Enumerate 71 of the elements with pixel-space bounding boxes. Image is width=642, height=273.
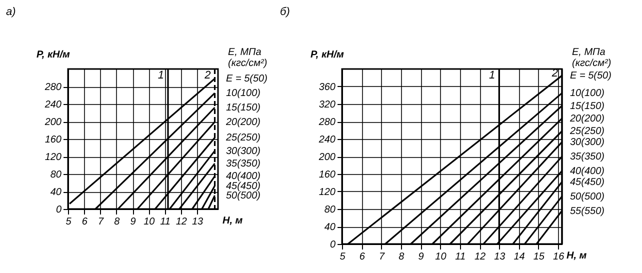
- series-label: 25(250): [225, 132, 260, 144]
- x-tick-label: 14: [514, 252, 526, 262]
- y-axis-title: P, кН/м: [36, 50, 71, 60]
- x-tick-label: 8: [398, 252, 405, 262]
- series-label: 50(500): [570, 191, 604, 202]
- y-tick-label: 160: [44, 134, 62, 146]
- series-label: 30(300): [226, 146, 260, 157]
- annotation: 1: [489, 70, 496, 82]
- x-tick-label: 11: [160, 216, 170, 228]
- x-tick-label: 5: [66, 216, 72, 228]
- y-tick-label: 40: [50, 187, 62, 198]
- y-tick-label: 120: [44, 152, 62, 163]
- series-label: 10(100): [570, 88, 604, 100]
- series-label: 15(150): [226, 102, 260, 114]
- x-tick-label: 11: [455, 252, 466, 262]
- y-tick-label: 80: [324, 204, 336, 216]
- series-label: 50(500): [226, 190, 260, 202]
- x-tick-label: 5: [340, 252, 346, 262]
- x-tick-label: 16: [553, 252, 565, 262]
- x-tick-label: 7: [379, 252, 386, 262]
- y-tick-label: 280: [44, 82, 62, 93]
- series-label: 55(550): [570, 206, 604, 217]
- annotation: 1: [158, 70, 164, 82]
- chart-title: а): [6, 6, 16, 18]
- x-tick-label: 6: [359, 252, 366, 262]
- series-label: 10(100): [226, 88, 260, 100]
- y-tick-label: 120: [318, 187, 336, 198]
- x-tick-label: 10: [435, 252, 447, 262]
- series-label: 35(350): [570, 152, 604, 162]
- legend-title: E, МПа (кгс/см²): [228, 47, 268, 69]
- x-tick-label: 9: [418, 252, 424, 262]
- y-tick-label: 200: [44, 117, 62, 128]
- y-tick-label: 280: [318, 117, 336, 128]
- x-tick-label: 13: [494, 252, 506, 262]
- series-label: E = 5(50): [226, 74, 268, 85]
- series-label: 45(450): [226, 180, 260, 192]
- series-label: 35(350): [226, 158, 260, 170]
- y-tick-label: 360: [318, 82, 336, 93]
- y-tick-label: 200: [318, 152, 336, 163]
- y-axis-title: P, кН/м: [310, 50, 345, 60]
- chart-title: б): [280, 6, 290, 18]
- series-label: E = 5(50): [570, 70, 612, 82]
- y-tick-label: 320: [318, 100, 336, 110]
- y-tick-label: 240: [318, 134, 336, 146]
- y-tick-label: 160: [318, 170, 336, 180]
- y-tick-label: 0: [330, 240, 336, 250]
- x-tick-label: 7: [98, 216, 104, 228]
- series-label: 15(150): [570, 100, 604, 112]
- series-label: 20(200): [225, 116, 260, 128]
- x-tick-label: 6: [82, 216, 88, 228]
- x-axis-title: H, м: [222, 216, 244, 226]
- series-label: 40(400): [570, 166, 604, 177]
- annotation: 2: [204, 70, 211, 82]
- series-label: 20(200): [569, 113, 604, 124]
- series-label: 45(450): [570, 176, 604, 188]
- x-axis-title: H, м: [566, 250, 588, 262]
- series-label: 40(400): [226, 171, 260, 182]
- x-tick-label: 15: [533, 252, 545, 262]
- legend-title: E, МПа (кгс/см²): [572, 47, 612, 69]
- x-tick-label: 12: [474, 252, 486, 262]
- x-tick-label: 13: [192, 216, 204, 228]
- y-tick-label: 40: [324, 222, 336, 233]
- y-tick-label: 240: [44, 100, 62, 110]
- series-label: 25(250): [569, 126, 604, 138]
- y-tick-label: 80: [50, 170, 62, 180]
- series-label: 30(300): [570, 137, 604, 148]
- x-tick-label: 8: [114, 216, 120, 228]
- y-tick-label: 0: [56, 204, 62, 216]
- x-tick-label: 12: [176, 216, 188, 228]
- x-tick-label: 10: [144, 216, 156, 228]
- x-tick-label: 9: [130, 216, 136, 228]
